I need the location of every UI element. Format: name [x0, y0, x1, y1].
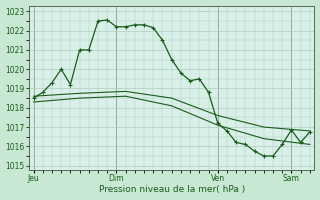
X-axis label: Pression niveau de la mer( hPa ): Pression niveau de la mer( hPa ): [99, 185, 245, 194]
